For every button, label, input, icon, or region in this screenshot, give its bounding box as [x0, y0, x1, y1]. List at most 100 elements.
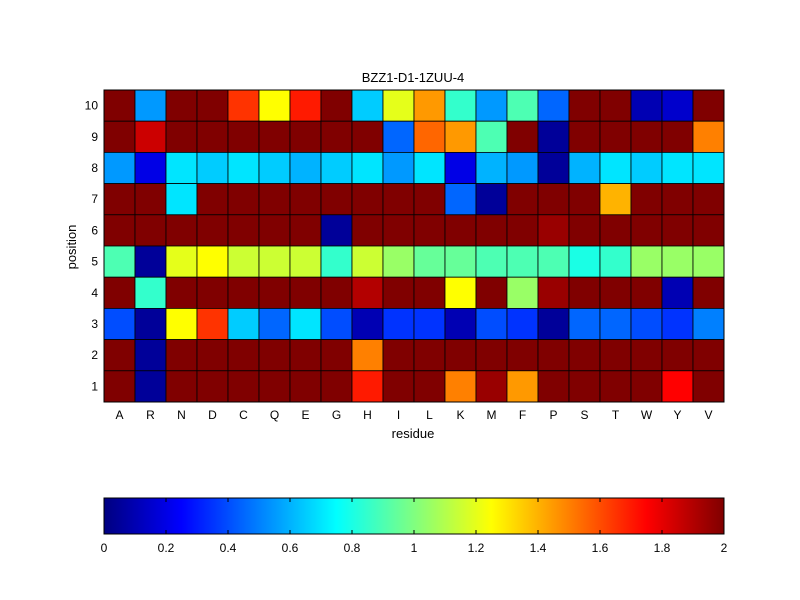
heatmap-cell-5-R: [134, 245, 167, 278]
heatmap-cell-2-G: [320, 339, 353, 372]
heatmap-cell-5-W: [630, 245, 663, 278]
heatmap-cell-7-T: [599, 183, 632, 216]
heatmap-cell-10-K: [444, 89, 477, 122]
heatmap-cell-1-N: [165, 370, 198, 403]
heatmap-cell-6-H: [351, 214, 384, 247]
heatmap-cell-9-W: [630, 120, 663, 153]
heatmap-cell-2-Q: [258, 339, 291, 372]
heatmap-cell-3-N: [165, 307, 198, 340]
heatmap-cell-3-W: [630, 307, 663, 340]
x-tick-label: A: [115, 408, 123, 422]
colorbar-tick-label: 1.6: [592, 541, 609, 555]
heatmap-cell-7-K: [444, 183, 477, 216]
heatmap-cell-6-F: [506, 214, 539, 247]
colorbar-tick-label: 0.8: [344, 541, 361, 555]
heatmap-cell-10-F: [506, 89, 539, 122]
heatmap-cell-3-K: [444, 307, 477, 340]
heatmap-cell-9-L: [413, 120, 446, 153]
heatmap-cell-8-S: [568, 151, 601, 184]
heatmap-cell-8-M: [475, 151, 508, 184]
heatmap-cell-4-D: [196, 276, 229, 309]
heatmap-cell-7-N: [165, 183, 198, 216]
heatmap-cell-1-M: [475, 370, 508, 403]
heatmap-cell-8-G: [320, 151, 353, 184]
heatmap-cell-6-W: [630, 214, 663, 247]
heatmap-cell-4-M: [475, 276, 508, 309]
heatmap-cell-1-G: [320, 370, 353, 403]
heatmap-cell-1-V: [692, 370, 725, 403]
heatmap-cell-9-N: [165, 120, 198, 153]
heatmap-cell-9-V: [692, 120, 725, 153]
heatmap-cell-4-H: [351, 276, 384, 309]
heatmap-cell-8-I: [382, 151, 415, 184]
heatmap-cell-6-T: [599, 214, 632, 247]
y-tick-label: 1: [91, 379, 98, 393]
heatmap-cell-9-T: [599, 120, 632, 153]
heatmap-cell-6-P: [537, 214, 570, 247]
heatmap-cell-7-Q: [258, 183, 291, 216]
heatmap-cell-7-M: [475, 183, 508, 216]
heatmap-cell-10-C: [227, 89, 260, 122]
heatmap-cell-2-H: [351, 339, 384, 372]
heatmap-cell-1-W: [630, 370, 663, 403]
colorbar-tick-label: 1.8: [654, 541, 671, 555]
heatmap-cell-10-A: [103, 89, 136, 122]
heatmap-cell-4-V: [692, 276, 725, 309]
heatmap-cell-9-D: [196, 120, 229, 153]
y-tick-labels: 10 9 8 7 6 5 4 3 2 1: [85, 99, 99, 394]
y-tick-label: 7: [91, 192, 98, 206]
y-tick-label: 8: [91, 161, 98, 175]
heatmap-cell-10-G: [320, 89, 353, 122]
heatmap-cell-1-C: [227, 370, 260, 403]
heatmap-cell-9-F: [506, 120, 539, 153]
x-tick-label: F: [519, 408, 526, 422]
colorbar-tick-label: 1: [411, 541, 418, 555]
heatmap-cell-8-C: [227, 151, 260, 184]
heatmap-cell-7-I: [382, 183, 415, 216]
y-tick-label: 3: [91, 317, 98, 331]
heatmap-cell-7-L: [413, 183, 446, 216]
heatmap-cell-5-I: [382, 245, 415, 278]
y-axis-label: position: [64, 225, 79, 270]
heatmap-cell-5-G: [320, 245, 353, 278]
heatmap-cell-8-K: [444, 151, 477, 184]
heatmap-cell-2-P: [537, 339, 570, 372]
y-tick-label: 9: [91, 130, 98, 144]
x-tick-label: E: [301, 408, 309, 422]
heatmap-cell-2-V: [692, 339, 725, 372]
heatmap-cell-10-S: [568, 89, 601, 122]
heatmap-cell-5-N: [165, 245, 198, 278]
heatmap-cell-7-Y: [661, 183, 694, 216]
heatmap-cell-9-C: [227, 120, 260, 153]
heatmap-cell-9-P: [537, 120, 570, 153]
x-axis-label: residue: [392, 426, 435, 441]
heatmap-cell-8-F: [506, 151, 539, 184]
colorbar-tick-label: 1.4: [530, 541, 547, 555]
x-tick-label: Y: [673, 408, 681, 422]
heatmap-cell-3-C: [227, 307, 260, 340]
heatmap-cell-8-L: [413, 151, 446, 184]
heatmap-cell-7-H: [351, 183, 384, 216]
heatmap-cell-9-Y: [661, 120, 694, 153]
x-tick-label: P: [549, 408, 557, 422]
y-tick-label: 4: [91, 286, 98, 300]
heatmap-cell-6-M: [475, 214, 508, 247]
heatmap-cell-2-R: [134, 339, 167, 372]
heatmap-cell-2-W: [630, 339, 663, 372]
heatmap-cell-6-I: [382, 214, 415, 247]
heatmap-cell-5-V: [692, 245, 725, 278]
heatmap-cell-10-P: [537, 89, 570, 122]
heatmap-cell-2-T: [599, 339, 632, 372]
x-tick-label: L: [426, 408, 433, 422]
heatmap-cell-9-E: [289, 120, 322, 153]
chart-title: BZZ1-D1-1ZUU-4: [362, 70, 465, 85]
colorbar-tick-label: 0.4: [220, 541, 237, 555]
heatmap-cell-6-Y: [661, 214, 694, 247]
heatmap-cell-5-Y: [661, 245, 694, 278]
heatmap-cell-9-G: [320, 120, 353, 153]
heatmap-cell-6-D: [196, 214, 229, 247]
x-tick-label: K: [456, 408, 464, 422]
heatmap-cell-3-V: [692, 307, 725, 340]
heatmap-cell-2-D: [196, 339, 229, 372]
